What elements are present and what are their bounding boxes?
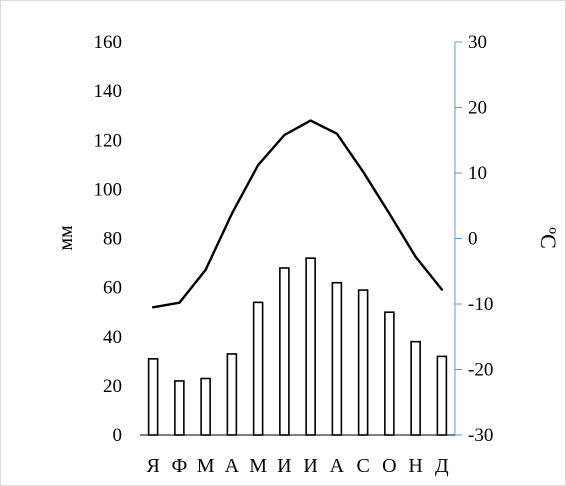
precipitation-bars	[147, 257, 448, 436]
precipitation-bar	[174, 380, 185, 436]
month-label: О	[382, 455, 396, 477]
left-tick-label: 100	[94, 179, 123, 200]
left-tick-label: 140	[94, 81, 123, 102]
precipitation-bar	[252, 301, 264, 436]
precipitation-bar	[357, 289, 369, 436]
right-axis-title: ºС	[536, 227, 561, 249]
month-label: М	[197, 455, 215, 477]
month-label: Я	[146, 455, 159, 477]
month-label: С	[356, 455, 369, 477]
precipitation-bar	[305, 257, 316, 436]
right-tick-label: -30	[468, 425, 493, 446]
left-axis-title: мм	[55, 225, 77, 251]
precipitation-bar	[410, 340, 421, 436]
month-label: А	[225, 455, 240, 477]
left-tick-label: 60	[103, 278, 122, 299]
right-tick-labels: -30 -20 -10 0 10 20 30	[455, 32, 493, 446]
left-tick-label: 160	[94, 32, 123, 53]
left-tick-label: 20	[103, 376, 122, 397]
temperature-line	[151, 119, 444, 309]
left-tick-label: 120	[94, 130, 123, 151]
left-tick-label: 80	[103, 229, 122, 250]
right-tick-label: 30	[468, 32, 487, 53]
right-tick-label: -20	[468, 360, 493, 381]
precipitation-bar	[384, 311, 395, 436]
month-label: М	[249, 455, 267, 477]
month-label: И	[277, 455, 291, 477]
precipitation-bar	[331, 281, 343, 436]
precipitation-bar	[147, 358, 159, 436]
month-label: А	[330, 455, 345, 477]
temperature-line-group	[151, 119, 444, 309]
left-tick-label: 40	[103, 327, 122, 348]
month-label: Ф	[171, 455, 187, 477]
left-tick-labels: 0 20 40 60 80 100 120 140 160	[94, 32, 123, 446]
month-label: Д	[435, 455, 449, 477]
right-tick-label: -10	[468, 294, 493, 315]
precipitation-bar	[436, 355, 448, 436]
right-tick-label: 10	[468, 163, 487, 184]
left-tick-label: 0	[113, 425, 123, 446]
month-label: И	[303, 455, 317, 477]
precipitation-bar	[226, 353, 238, 436]
precipitation-bar	[279, 267, 290, 436]
precipitation-bar	[200, 377, 211, 436]
month-label: Н	[408, 455, 422, 477]
right-tick-label: 0	[468, 229, 478, 250]
right-tick-label: 20	[468, 98, 487, 119]
